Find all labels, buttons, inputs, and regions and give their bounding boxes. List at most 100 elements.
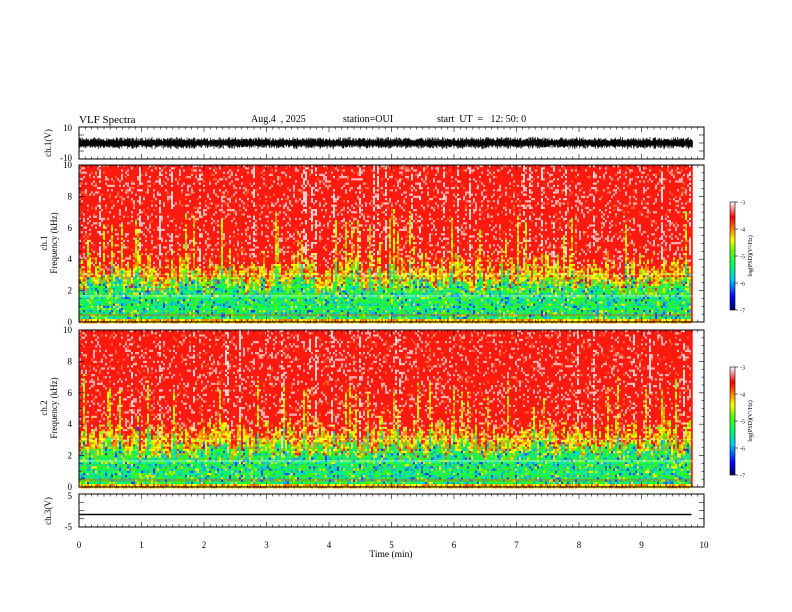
spectrogram-cell: [147, 316, 149, 319]
spectrogram-cell: [99, 288, 101, 291]
spectrogram-cell: [149, 180, 151, 183]
spectrogram-cell: [215, 299, 217, 302]
spectrogram-cell: [305, 308, 307, 311]
spectrogram-cell: [285, 303, 287, 306]
spectrogram-cell: [187, 305, 189, 308]
spectrogram-cell: [277, 222, 279, 225]
spectrogram-cell: [205, 308, 207, 311]
spectrogram-cell: [189, 261, 191, 264]
spectrogram-cell: [195, 220, 197, 223]
spectrogram-cell: [191, 294, 193, 297]
spectrogram-cell: [193, 319, 195, 322]
spectrogram-cell: [173, 292, 175, 295]
spectrogram-cell: [179, 248, 181, 251]
spectrogram-cell: [169, 169, 171, 172]
spectrogram-cell: [265, 195, 267, 198]
spectrogram-cell: [289, 217, 291, 220]
spectrogram-cell: [199, 279, 201, 282]
spectrogram-cell: [151, 297, 153, 300]
spectrogram-cell: [91, 290, 93, 293]
spectrogram-cell: [121, 255, 123, 258]
spectrogram-cell: [297, 305, 299, 308]
spectrogram-cell: [113, 184, 115, 187]
spectrogram-cell: [193, 257, 195, 260]
spectrogram-cell: [235, 283, 237, 286]
spectrogram-cell: [193, 182, 195, 185]
spectrogram-cell: [269, 279, 271, 282]
spectrogram-cell: [195, 319, 197, 322]
spectrogram-cell: [251, 264, 253, 267]
spectrogram-cell: [255, 239, 257, 242]
spectrogram-cell: [219, 290, 221, 293]
spectrogram-cell: [195, 294, 197, 297]
spectrogram-cell: [185, 259, 187, 262]
spectrogram-cell: [221, 310, 223, 313]
spectrogram-cell: [147, 297, 149, 300]
spectrogram-cell: [231, 303, 233, 306]
spectrogram-cell: [219, 281, 221, 284]
spectrogram-cell: [197, 277, 199, 280]
spectrogram-cell: [149, 257, 151, 260]
spectrogram-cell: [213, 275, 215, 278]
spectrogram-cell: [217, 242, 219, 245]
spectrogram-cell: [283, 283, 285, 286]
spectrogram-cell: [173, 270, 175, 273]
spectrogram-cell: [145, 173, 147, 176]
spectrogram-cell: [203, 268, 205, 271]
spectrogram-cell: [131, 279, 133, 282]
spectrogram-cell: [305, 255, 307, 258]
spectrogram-cell: [95, 277, 97, 280]
spectrogram-cell: [93, 180, 95, 183]
spectrogram-cell: [215, 319, 217, 322]
spectrogram-cell: [315, 281, 317, 284]
spectrogram-cell: [279, 270, 281, 273]
spectrogram-cell: [191, 292, 193, 295]
spectrogram-cell: [87, 283, 89, 286]
spectrogram-cell: [251, 169, 253, 172]
spectrogram-cell: [249, 182, 251, 185]
spectrogram-cell: [197, 290, 199, 293]
spectrogram-cell: [311, 193, 313, 196]
spectrogram-cell: [207, 246, 209, 249]
spectrogram-cell: [253, 167, 255, 170]
spectrogram-cell: [131, 303, 133, 306]
spectrogram-cell: [305, 297, 307, 300]
spectrogram-cell: [329, 301, 331, 304]
spectrogram-cell: [187, 308, 189, 311]
spectrogram-cell: [255, 316, 257, 319]
spectrogram-cell: [81, 266, 83, 269]
spectrogram-cell: [147, 264, 149, 267]
spectrogram-cell: [99, 169, 101, 172]
spectrogram-cell: [305, 242, 307, 245]
spectrogram-cell: [303, 198, 305, 201]
spectrogram-cell: [233, 264, 235, 267]
spectrogram-cell: [299, 189, 301, 192]
spectrogram-cell: [207, 319, 209, 322]
spectrogram-cell: [217, 288, 219, 291]
spectrogram-cell: [307, 310, 309, 313]
spectrogram-cell: [295, 277, 297, 280]
spectrogram-cell: [139, 292, 141, 295]
spectrogram-cell: [107, 305, 109, 308]
spectrogram-cell: [141, 268, 143, 271]
spectrogram-cell: [231, 266, 233, 269]
spectrogram-cell: [103, 228, 105, 231]
spectrogram-cell: [129, 272, 131, 275]
spectrogram-cell: [101, 288, 103, 291]
spectrogram-cell: [281, 303, 283, 306]
spectrogram-cell: [227, 270, 229, 273]
spectrogram-cell: [103, 231, 105, 234]
spectrogram-cell: [303, 235, 305, 238]
spectrogram-cell: [283, 286, 285, 289]
spectrogram-cell: [95, 316, 97, 319]
spectrogram-cell: [99, 272, 101, 275]
spectrogram-cell: [251, 286, 253, 289]
spectrogram-cell: [275, 250, 277, 253]
spectrogram-cell: [223, 316, 225, 319]
spectrogram-cell: [193, 277, 195, 280]
spectrogram-cell: [289, 286, 291, 289]
spectrogram-cell: [287, 303, 289, 306]
spectrogram-cell: [133, 253, 135, 256]
spectrogram-cell: [125, 305, 127, 308]
spectrogram-cell: [301, 266, 303, 269]
